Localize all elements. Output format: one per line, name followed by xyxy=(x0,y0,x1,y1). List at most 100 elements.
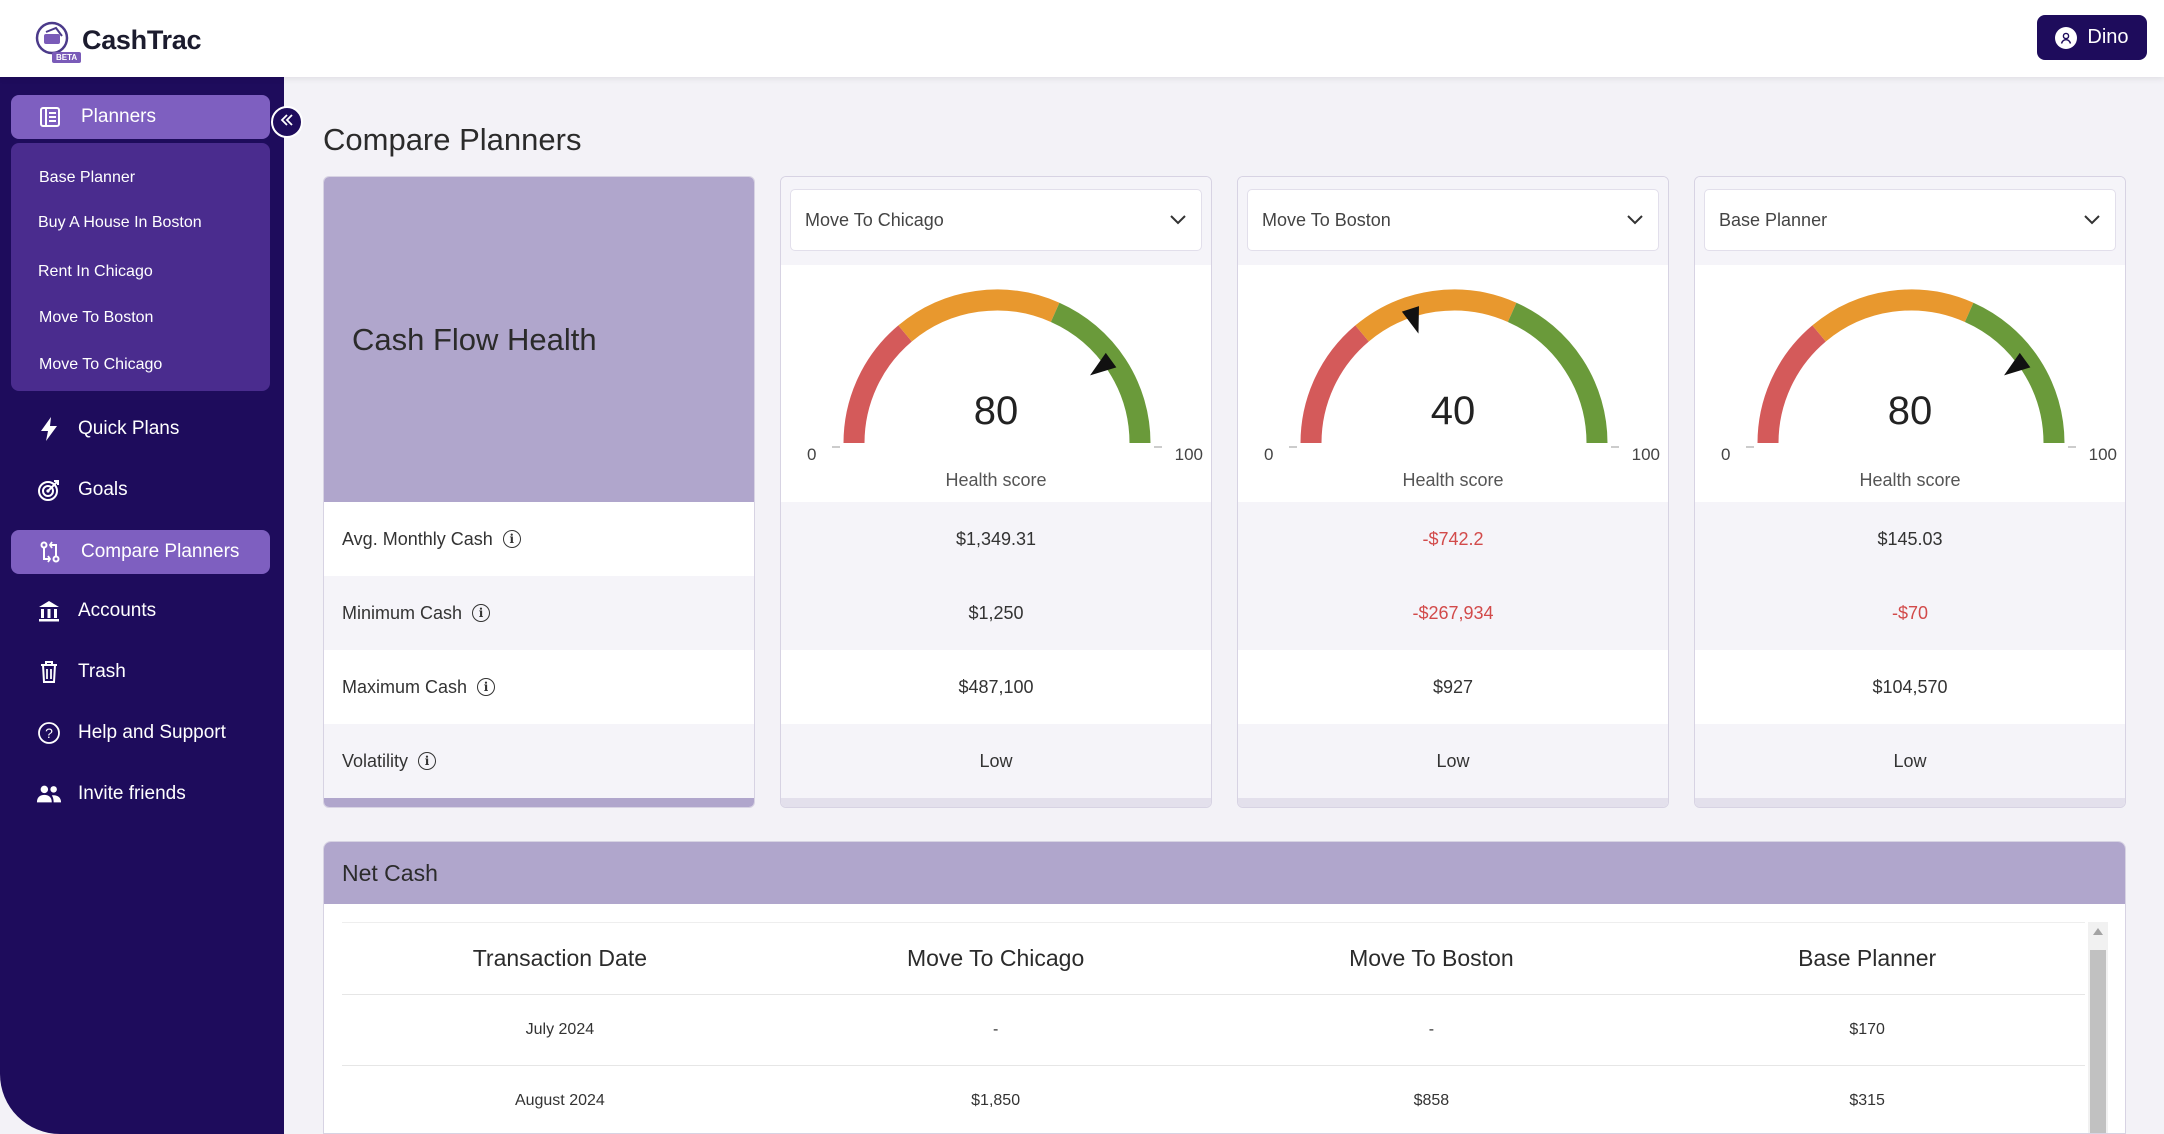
gauge-min-label: 0 xyxy=(1721,445,1731,464)
value-avg-monthly-cash: $1,349.31 xyxy=(781,502,1211,576)
table-row: August 2024 $1,850 $858 $315 xyxy=(342,1066,2085,1133)
planner-select-value: Move To Boston xyxy=(1262,209,1391,230)
gauge-segment-low xyxy=(1757,325,1827,444)
info-icon[interactable]: i xyxy=(418,752,437,770)
double-chevron-left-icon xyxy=(279,112,295,133)
sidebar-item-goals[interactable]: Goals xyxy=(36,477,128,503)
sidebar-item-planners[interactable]: Planners xyxy=(11,95,270,139)
info-icon[interactable]: i xyxy=(502,530,521,548)
metric-label-maximum-cash: Maximum Cash i xyxy=(324,650,754,724)
user-menu-button[interactable]: Dino xyxy=(2037,15,2147,60)
value-minimum-cash: -$267,934 xyxy=(1238,576,1668,650)
gauge-segment-mid xyxy=(1812,289,1974,342)
metric-label-avg-monthly-cash: Avg. Monthly Cash i xyxy=(324,502,754,576)
scrollbar-thumb[interactable] xyxy=(2090,950,2106,1133)
planner-submenu: Base Planner Buy A House In Boston Rent … xyxy=(11,143,270,391)
sidebar-item-label: Trash xyxy=(78,661,126,682)
health-gauge: 80 0 100 Health score xyxy=(781,265,1211,502)
sidebar-item-quick-plans[interactable]: Quick Plans xyxy=(36,416,179,442)
info-icon[interactable]: i xyxy=(472,604,491,622)
card-footer-bar xyxy=(1695,798,2125,807)
sidebar-item-label: Planners xyxy=(81,106,156,127)
card-footer-bar xyxy=(781,798,1211,807)
sidebar-item-label: Invite friends xyxy=(78,783,186,804)
logo-icon: BETA xyxy=(32,18,82,63)
sidebar-item-label: Compare Planners xyxy=(81,541,240,562)
sidebar-item-label: Goals xyxy=(78,479,128,500)
user-name: Dino xyxy=(2087,26,2129,48)
gauge-max-label: 100 xyxy=(1174,445,1203,464)
gauge-pointer xyxy=(1401,306,1419,334)
column-header[interactable]: Base Planner xyxy=(1798,945,1937,971)
net-cash-title: Net Cash xyxy=(324,842,2125,904)
planner-card: Base Planner 80 0 100 Health score $145.… xyxy=(1694,176,2126,808)
gauge-max-label: 100 xyxy=(1631,445,1660,464)
value-volatility: Low xyxy=(1238,724,1668,798)
scroll-up-arrow-icon[interactable] xyxy=(2093,928,2103,935)
planner-select[interactable]: Move To Chicago xyxy=(790,189,1202,251)
sidebar-item-compare-planners[interactable]: Compare Planners xyxy=(11,530,270,574)
submenu-item-buy-a-house-in-boston[interactable]: Buy A House In Boston xyxy=(38,214,202,231)
user-avatar-icon xyxy=(2055,26,2078,49)
sidebar-item-label: Accounts xyxy=(78,600,157,621)
cash-flow-health-card: Cash Flow Health Avg. Monthly Cash i Min… xyxy=(323,176,755,808)
submenu-item-move-to-chicago[interactable]: Move To Chicago xyxy=(39,356,163,373)
compare-icon xyxy=(37,539,63,565)
planner-select[interactable]: Base Planner xyxy=(1704,189,2116,251)
health-score-value: 40 xyxy=(1430,389,1476,433)
collapse-sidebar-button[interactable] xyxy=(271,106,303,138)
planner-card: Move To Chicago 80 0 100 Health score $1… xyxy=(780,176,1212,808)
sidebar-item-help-and-support[interactable]: ? Help and Support xyxy=(36,720,226,746)
bolt-icon xyxy=(36,416,62,442)
health-gauge: 40 0 100 Health score xyxy=(1238,265,1668,502)
top-bar: BETA CashTrac Dino xyxy=(0,0,2164,77)
value-avg-monthly-cash: -$742.2 xyxy=(1238,502,1668,576)
cash-flow-health-title: Cash Flow Health xyxy=(324,177,754,502)
table-cell: July 2024 xyxy=(525,1021,595,1038)
gauge-max-label: 100 xyxy=(2088,445,2117,464)
metric-label-minimum-cash: Minimum Cash i xyxy=(324,576,754,650)
sidebar-item-accounts[interactable]: Accounts xyxy=(36,598,156,624)
target-icon xyxy=(36,477,62,503)
sidebar-item-label: Quick Plans xyxy=(78,418,180,439)
sidebar-item-invite-friends[interactable]: Invite friends xyxy=(36,781,186,807)
planner-select[interactable]: Move To Boston xyxy=(1247,189,1659,251)
app-logo[interactable]: BETA CashTrac xyxy=(32,18,201,63)
value-avg-monthly-cash: $145.03 xyxy=(1695,502,2125,576)
planner-select-value: Move To Chicago xyxy=(805,209,944,230)
table-cell: - xyxy=(1428,1021,1435,1038)
info-icon[interactable]: i xyxy=(477,678,496,696)
beta-badge: BETA xyxy=(52,52,82,63)
table-cell: August 2024 xyxy=(514,1092,605,1109)
column-header[interactable]: Move To Chicago xyxy=(906,945,1085,971)
column-header[interactable]: Move To Boston xyxy=(1349,945,1514,971)
submenu-item-base-planner[interactable]: Base Planner xyxy=(39,169,136,186)
column-header[interactable]: Transaction Date xyxy=(472,945,648,971)
trash-icon xyxy=(36,659,62,685)
health-score-value: 80 xyxy=(973,389,1019,433)
gauge-segment-low xyxy=(843,325,913,444)
users-icon xyxy=(36,781,62,807)
card-footer-bar xyxy=(324,798,754,807)
table-cell: - xyxy=(992,1021,999,1038)
value-minimum-cash: -$70 xyxy=(1695,576,2125,650)
gauge-segment-mid xyxy=(898,289,1060,342)
gauge-pointer xyxy=(1090,352,1117,376)
sidebar-item-trash[interactable]: Trash xyxy=(36,659,126,685)
gauge-segment-high xyxy=(1507,302,1608,444)
svg-text:?: ? xyxy=(45,725,53,741)
planner-card: Move To Boston 40 0 100 Health score -$7… xyxy=(1237,176,1669,808)
bank-icon xyxy=(36,598,62,624)
health-score-caption: Health score xyxy=(945,470,1047,490)
submenu-item-move-to-boston[interactable]: Move To Boston xyxy=(39,309,154,326)
value-maximum-cash: $927 xyxy=(1432,676,1474,697)
metric-label-volatility: Volatility i xyxy=(324,724,754,798)
health-score-caption: Health score xyxy=(1402,470,1504,490)
table-cell: $858 xyxy=(1413,1092,1450,1109)
gauge-segment-high xyxy=(1050,302,1151,444)
table-scrollbar[interactable] xyxy=(2088,922,2108,1133)
table-header-row: Transaction Date Move To Chicago Move To… xyxy=(342,923,2085,995)
value-volatility: Low xyxy=(1695,724,2125,798)
planner-list-icon xyxy=(37,104,63,130)
submenu-item-rent-in-chicago[interactable]: Rent In Chicago xyxy=(38,263,153,280)
